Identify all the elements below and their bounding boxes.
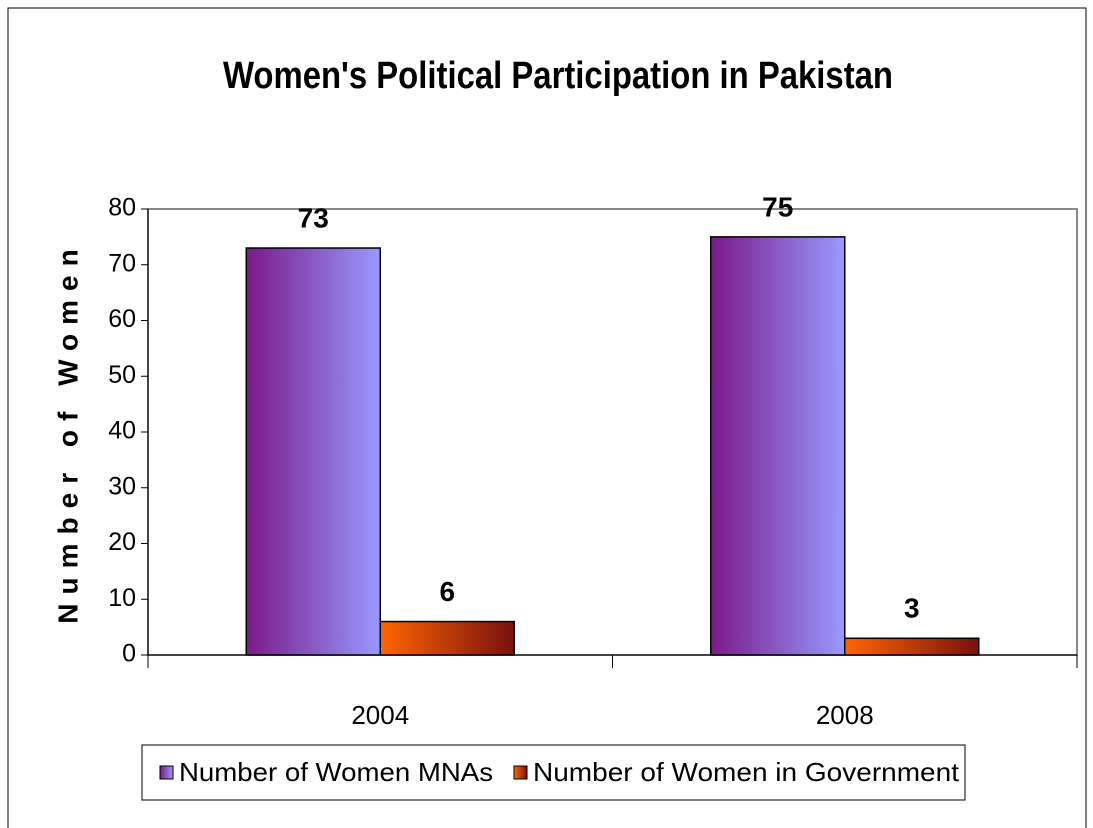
legend-swatch <box>159 765 174 780</box>
y-tick-label: 0 <box>122 640 136 668</box>
y-tick-label: 10 <box>108 584 136 612</box>
y-tick-label: 40 <box>108 417 136 445</box>
y-tick-label: 30 <box>108 472 136 500</box>
data-label: 6 <box>439 576 455 607</box>
y-axis-label: Number of Women <box>52 240 83 623</box>
legend-swatch <box>513 765 528 780</box>
x-tick-label: 2004 <box>351 700 409 730</box>
y-tick-label: 20 <box>108 528 136 556</box>
legend <box>141 744 966 801</box>
data-label: 75 <box>762 191 793 222</box>
y-tick-label: 50 <box>108 361 136 389</box>
chart-frame <box>7 7 1087 828</box>
bar <box>245 247 381 656</box>
bar <box>844 637 980 656</box>
x-tick-label: 2008 <box>816 700 874 730</box>
bar <box>710 236 846 656</box>
y-tick-label: 60 <box>108 305 136 333</box>
y-tick-label: 70 <box>108 249 136 277</box>
data-label: 73 <box>298 202 329 233</box>
legend-label: Number of Women in Government <box>533 757 960 787</box>
chart-title: Women's Political Participation in Pakis… <box>223 55 893 97</box>
y-tick-label: 80 <box>108 194 136 222</box>
bar <box>379 620 515 656</box>
data-label: 3 <box>904 593 920 624</box>
legend-label: Number of Women MNAs <box>179 757 493 787</box>
